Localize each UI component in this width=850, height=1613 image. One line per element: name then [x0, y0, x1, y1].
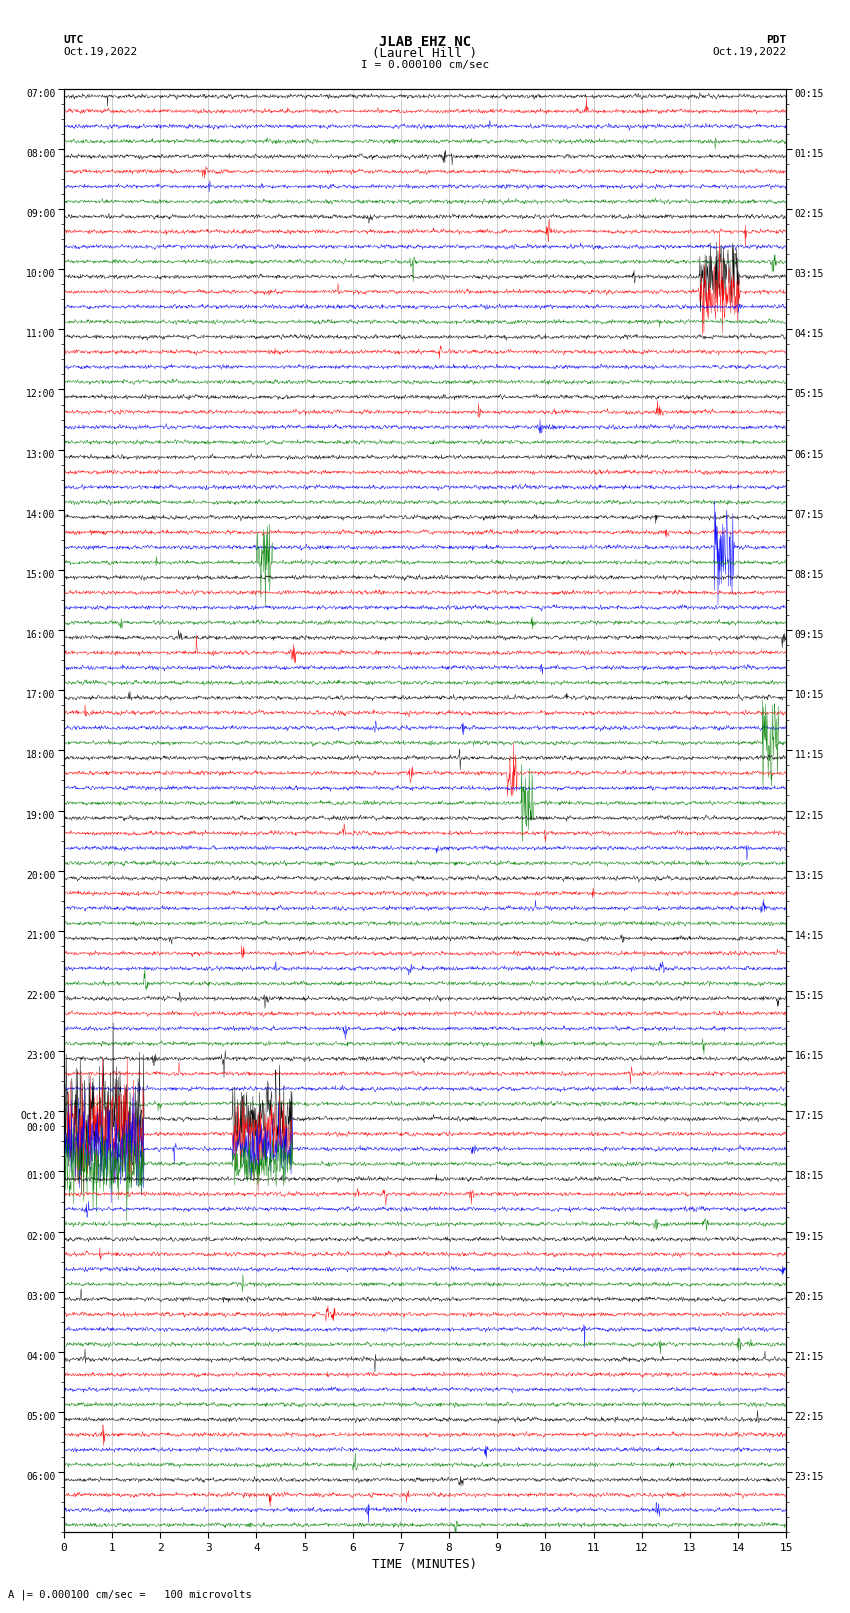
Text: JLAB EHZ NC: JLAB EHZ NC — [379, 35, 471, 50]
X-axis label: TIME (MINUTES): TIME (MINUTES) — [372, 1558, 478, 1571]
Text: PDT: PDT — [766, 35, 786, 45]
Text: A |= 0.000100 cm/sec =   100 microvolts: A |= 0.000100 cm/sec = 100 microvolts — [8, 1589, 252, 1600]
Text: (Laurel Hill ): (Laurel Hill ) — [372, 47, 478, 60]
Text: Oct.19,2022: Oct.19,2022 — [712, 47, 786, 56]
Text: Oct.19,2022: Oct.19,2022 — [64, 47, 138, 56]
Text: UTC: UTC — [64, 35, 84, 45]
Text: I = 0.000100 cm/sec: I = 0.000100 cm/sec — [361, 60, 489, 69]
